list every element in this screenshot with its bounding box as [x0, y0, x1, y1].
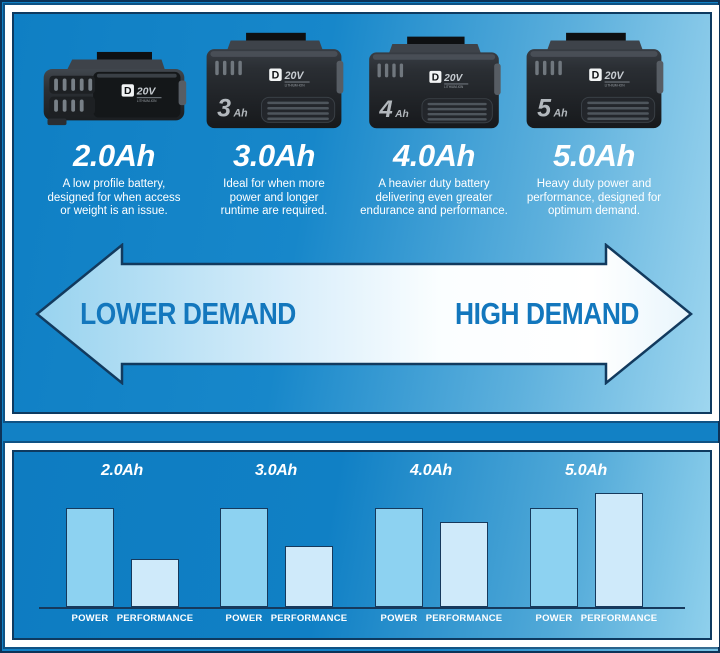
power-bar-2ah [66, 508, 114, 607]
performance-label: PERFORMANCE [270, 613, 348, 624]
battery-badge-unit: Ah [553, 108, 569, 120]
battery-description: Ideal for when more power and longer run… [220, 178, 328, 217]
battery-column-5ah: 5 Ah D 20V LITHIUM-ION 5.0Ah Heavy duty … [514, 14, 674, 219]
svg-text:LITHIUM-ION: LITHIUM-ION [444, 85, 463, 89]
battery-column-3ah: 3 Ah D 20V LITHIUM-ION 3.0Ah Ideal for w… [194, 14, 354, 219]
battery-badge-unit: Ah [233, 108, 249, 120]
battery-badge-unit: Ah [394, 109, 409, 120]
battery-brand-logo: D 20V LITHIUM-ION [269, 68, 310, 87]
capacity-heading: 3.0Ah [233, 138, 315, 173]
battery-2ah-image: D 20V LITHIUM-ION [43, 51, 187, 126]
power-bar-3ah [220, 508, 268, 607]
svg-text:20V: 20V [604, 70, 625, 82]
svg-text:LITHIUM-ION: LITHIUM-ION [285, 83, 306, 87]
svg-text:LITHIUM-ION: LITHIUM-ION [605, 83, 626, 87]
battery-description: Heavy duty power and performance, design… [526, 178, 662, 217]
bar-chart: 2.0Ah 3.0Ah 4.0Ah 5.0Ah POWER PERFORMANC… [14, 452, 710, 638]
svg-text:D: D [592, 70, 600, 82]
power-label: POWER [225, 613, 263, 624]
battery-image-box: 4 Ah D 20V LITHIUM-ION [361, 14, 507, 132]
battery-description: A low profile battery, designed for when… [47, 178, 181, 217]
logo-chemistry: LITHIUM-ION [137, 99, 157, 103]
battery-3ah-image: 3 Ah D 20V LITHIUM-ION [206, 32, 344, 129]
performance-bar-5ah [595, 493, 643, 607]
demand-arrow: LOWER DEMAND HIGH DEMAND [35, 243, 693, 385]
battery-5ah-image: 5 Ah D 20V LITHIUM-ION [526, 32, 664, 129]
performance-bar-2ah [131, 559, 179, 607]
power-label: POWER [535, 613, 573, 624]
battery-image-box: D 20V LITHIUM-ION [38, 14, 190, 132]
chart-group-title: 5.0Ah [564, 462, 608, 479]
lower-demand-label: LOWER DEMAND [80, 297, 296, 331]
capacity-heading: 4.0Ah [393, 138, 475, 173]
battery-image-box: 3 Ah D 20V LITHIUM-ION [201, 14, 347, 132]
capacity-heading: 5.0Ah [553, 138, 635, 173]
performance-label: PERFORMANCE [580, 613, 658, 624]
chart-group-title: 2.0Ah [100, 462, 144, 479]
double-arrow-shape [35, 243, 693, 385]
battery-column-2ah: D 20V LITHIUM-ION 2.0Ah A low profile ba… [34, 14, 194, 219]
battery-lineup-panel: D 20V LITHIUM-ION 2.0Ah A low profile ba… [12, 12, 712, 414]
battery-description: A heavier duty battery delivering even g… [360, 178, 508, 217]
battery-image-box: 5 Ah D 20V LITHIUM-ION [521, 14, 667, 132]
high-demand-label: HIGH DEMAND [455, 297, 639, 331]
chart-group-title: 3.0Ah [254, 462, 298, 479]
battery-brand-logo: D 20V LITHIUM-ION [429, 70, 469, 89]
performance-bar-4ah [440, 522, 488, 607]
battery-column-4ah: 4 Ah D 20V LITHIUM-ION 4.0Ah A heavier d… [354, 14, 514, 219]
logo-letter: D [124, 86, 132, 97]
svg-text:20V: 20V [443, 73, 463, 84]
battery-4ah-image: 4 Ah D 20V LITHIUM-ION [369, 36, 501, 129]
battery-brand-logo: D 20V LITHIUM-ION [589, 68, 630, 87]
svg-text:D: D [432, 73, 439, 84]
battery-brand-logo: D 20V LITHIUM-ION [121, 84, 162, 103]
chart-group-title: 4.0Ah [409, 462, 453, 479]
power-bar-5ah [530, 508, 578, 607]
performance-label: PERFORMANCE [116, 613, 194, 624]
battery-badge-number: 4 [378, 96, 392, 123]
svg-text:20V: 20V [284, 70, 305, 82]
logo-voltage: 20V [136, 87, 157, 98]
power-performance-chart-panel: 2.0Ah 3.0Ah 4.0Ah 5.0Ah POWER PERFORMANC… [12, 450, 712, 640]
power-bar-4ah [375, 508, 423, 607]
battery-columns: D 20V LITHIUM-ION 2.0Ah A low profile ba… [14, 14, 710, 219]
battery-badge-number: 5 [537, 95, 552, 123]
power-label: POWER [71, 613, 109, 624]
svg-text:D: D [272, 70, 280, 82]
chart-baseline-axis [39, 607, 685, 609]
performance-bar-3ah [285, 546, 333, 607]
performance-label: PERFORMANCE [425, 613, 503, 624]
power-label: POWER [380, 613, 418, 624]
capacity-heading: 2.0Ah [73, 138, 155, 173]
battery-badge-number: 3 [217, 95, 231, 123]
